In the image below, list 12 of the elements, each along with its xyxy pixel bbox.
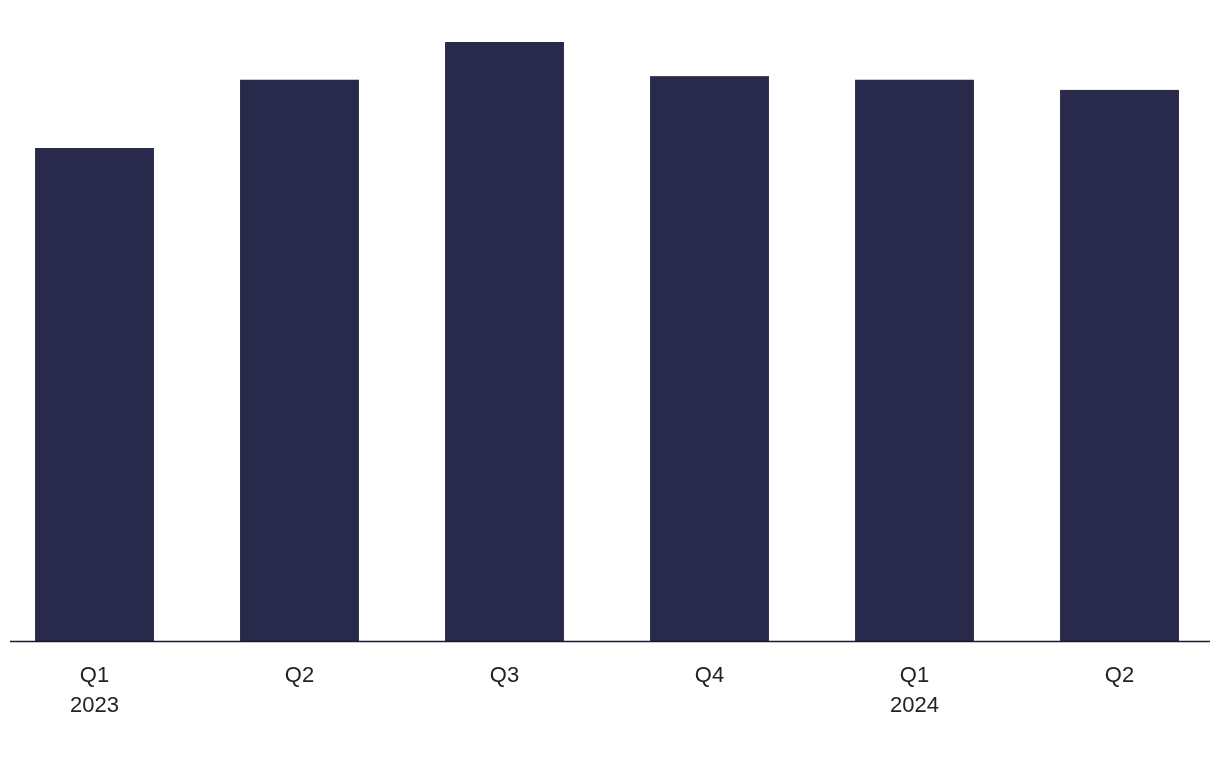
bar (1060, 89, 1179, 641)
bar (650, 76, 769, 641)
x-tick-label: Q2 (284, 662, 315, 687)
bar (35, 148, 154, 641)
x-tick-label: Q1 2023 (70, 662, 119, 717)
x-tick-label: Q3 (489, 662, 520, 687)
x-tick-label: Q2 (1104, 662, 1135, 687)
x-tick-label: Q1 2024 (890, 662, 939, 717)
bar (445, 42, 564, 641)
x-tick-label: Q4 (694, 662, 725, 687)
bar (240, 79, 359, 641)
bar (855, 79, 974, 641)
